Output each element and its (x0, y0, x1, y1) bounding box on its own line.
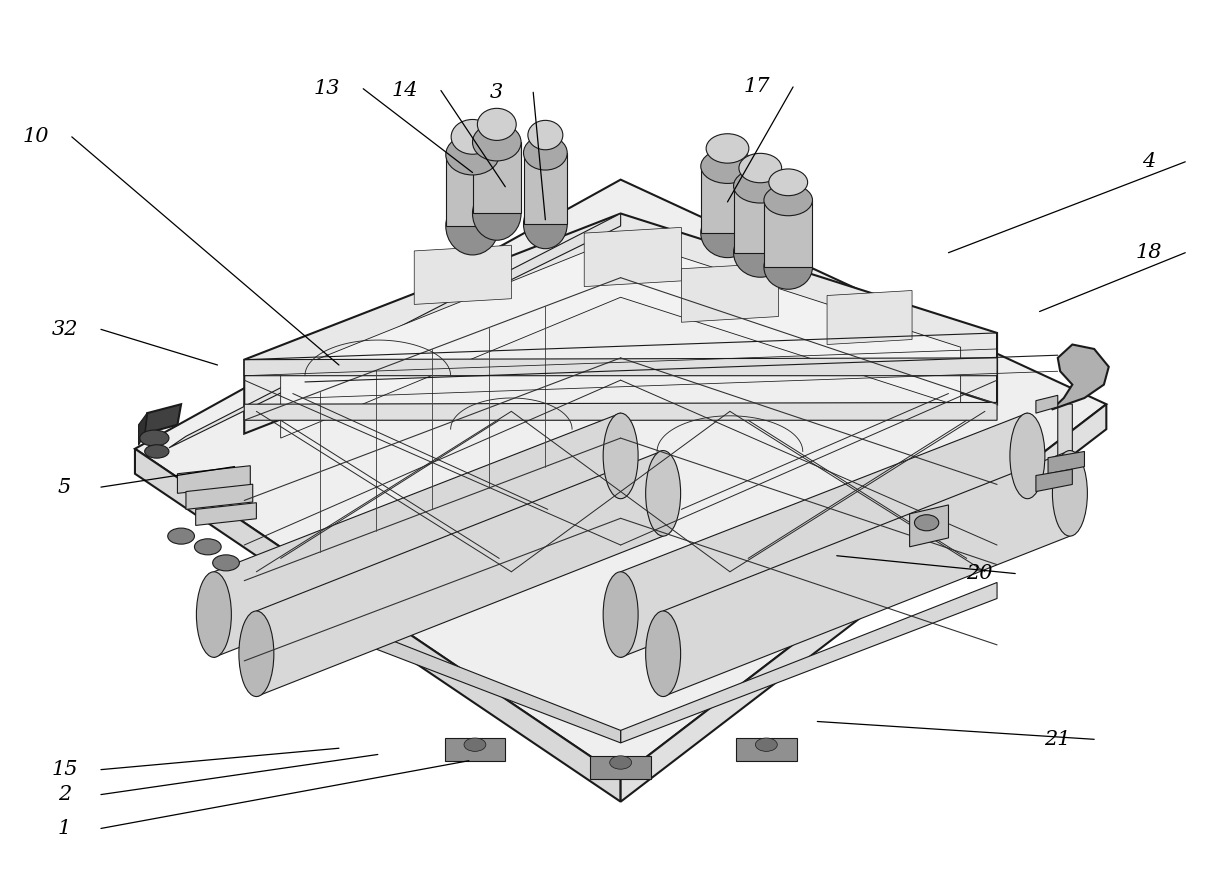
Polygon shape (1051, 344, 1109, 409)
Polygon shape (245, 402, 997, 420)
Polygon shape (1058, 402, 1072, 520)
Ellipse shape (604, 572, 638, 657)
Text: 17: 17 (744, 78, 770, 97)
Polygon shape (257, 451, 663, 696)
Text: 2: 2 (58, 785, 71, 804)
Ellipse shape (604, 413, 638, 499)
Polygon shape (621, 583, 997, 743)
Ellipse shape (756, 738, 778, 751)
Polygon shape (135, 449, 621, 802)
Polygon shape (169, 214, 621, 448)
Polygon shape (621, 404, 1106, 802)
Polygon shape (736, 738, 797, 761)
Ellipse shape (1010, 413, 1045, 499)
Ellipse shape (914, 515, 938, 531)
Ellipse shape (734, 228, 787, 277)
Text: 21: 21 (1044, 730, 1071, 749)
Ellipse shape (145, 445, 169, 458)
Ellipse shape (140, 430, 169, 446)
Polygon shape (186, 485, 253, 510)
Ellipse shape (646, 611, 680, 696)
Ellipse shape (472, 187, 521, 240)
Ellipse shape (701, 208, 755, 257)
Text: 13: 13 (314, 80, 340, 98)
Polygon shape (663, 451, 1070, 696)
Polygon shape (584, 227, 682, 287)
Ellipse shape (452, 120, 494, 155)
Polygon shape (764, 200, 813, 267)
Polygon shape (214, 413, 621, 657)
Polygon shape (178, 466, 251, 493)
Polygon shape (909, 505, 948, 547)
Ellipse shape (734, 169, 787, 203)
Ellipse shape (764, 245, 813, 290)
Polygon shape (135, 180, 1106, 777)
Polygon shape (245, 214, 997, 434)
Polygon shape (621, 413, 1027, 657)
Ellipse shape (445, 134, 499, 175)
Polygon shape (445, 155, 499, 226)
Ellipse shape (213, 555, 240, 571)
Polygon shape (245, 358, 997, 375)
Text: 15: 15 (51, 760, 78, 780)
Polygon shape (701, 166, 755, 233)
Text: 32: 32 (51, 320, 78, 339)
Ellipse shape (764, 184, 813, 215)
Ellipse shape (523, 136, 567, 170)
Text: 14: 14 (391, 81, 417, 100)
Ellipse shape (739, 154, 781, 182)
Ellipse shape (706, 134, 748, 163)
Ellipse shape (239, 611, 274, 696)
Polygon shape (1036, 469, 1072, 492)
Ellipse shape (528, 121, 562, 150)
Polygon shape (734, 186, 787, 253)
Ellipse shape (769, 169, 808, 196)
Polygon shape (682, 263, 779, 322)
Ellipse shape (168, 528, 195, 544)
Ellipse shape (701, 149, 755, 183)
Polygon shape (1048, 451, 1084, 474)
Ellipse shape (195, 539, 221, 555)
Text: 4: 4 (1143, 152, 1155, 172)
Ellipse shape (610, 755, 632, 769)
Ellipse shape (464, 738, 486, 751)
Polygon shape (281, 238, 960, 438)
Polygon shape (1036, 395, 1058, 413)
Polygon shape (444, 738, 505, 761)
Ellipse shape (523, 199, 567, 249)
Polygon shape (472, 142, 521, 214)
Ellipse shape (445, 197, 499, 255)
Polygon shape (245, 583, 621, 743)
Text: 10: 10 (22, 127, 49, 147)
Polygon shape (590, 756, 651, 779)
Text: 1: 1 (58, 819, 71, 838)
Polygon shape (828, 291, 912, 344)
Polygon shape (145, 404, 181, 434)
Ellipse shape (196, 572, 231, 657)
Polygon shape (414, 245, 511, 304)
Text: 3: 3 (490, 83, 504, 102)
Polygon shape (196, 502, 257, 526)
Polygon shape (139, 413, 147, 445)
Ellipse shape (477, 108, 516, 140)
Ellipse shape (472, 123, 521, 161)
Text: 18: 18 (1135, 243, 1162, 262)
Text: 20: 20 (965, 564, 992, 583)
Text: 5: 5 (58, 477, 71, 496)
Ellipse shape (646, 451, 680, 536)
Polygon shape (523, 153, 567, 224)
Ellipse shape (1053, 451, 1087, 536)
